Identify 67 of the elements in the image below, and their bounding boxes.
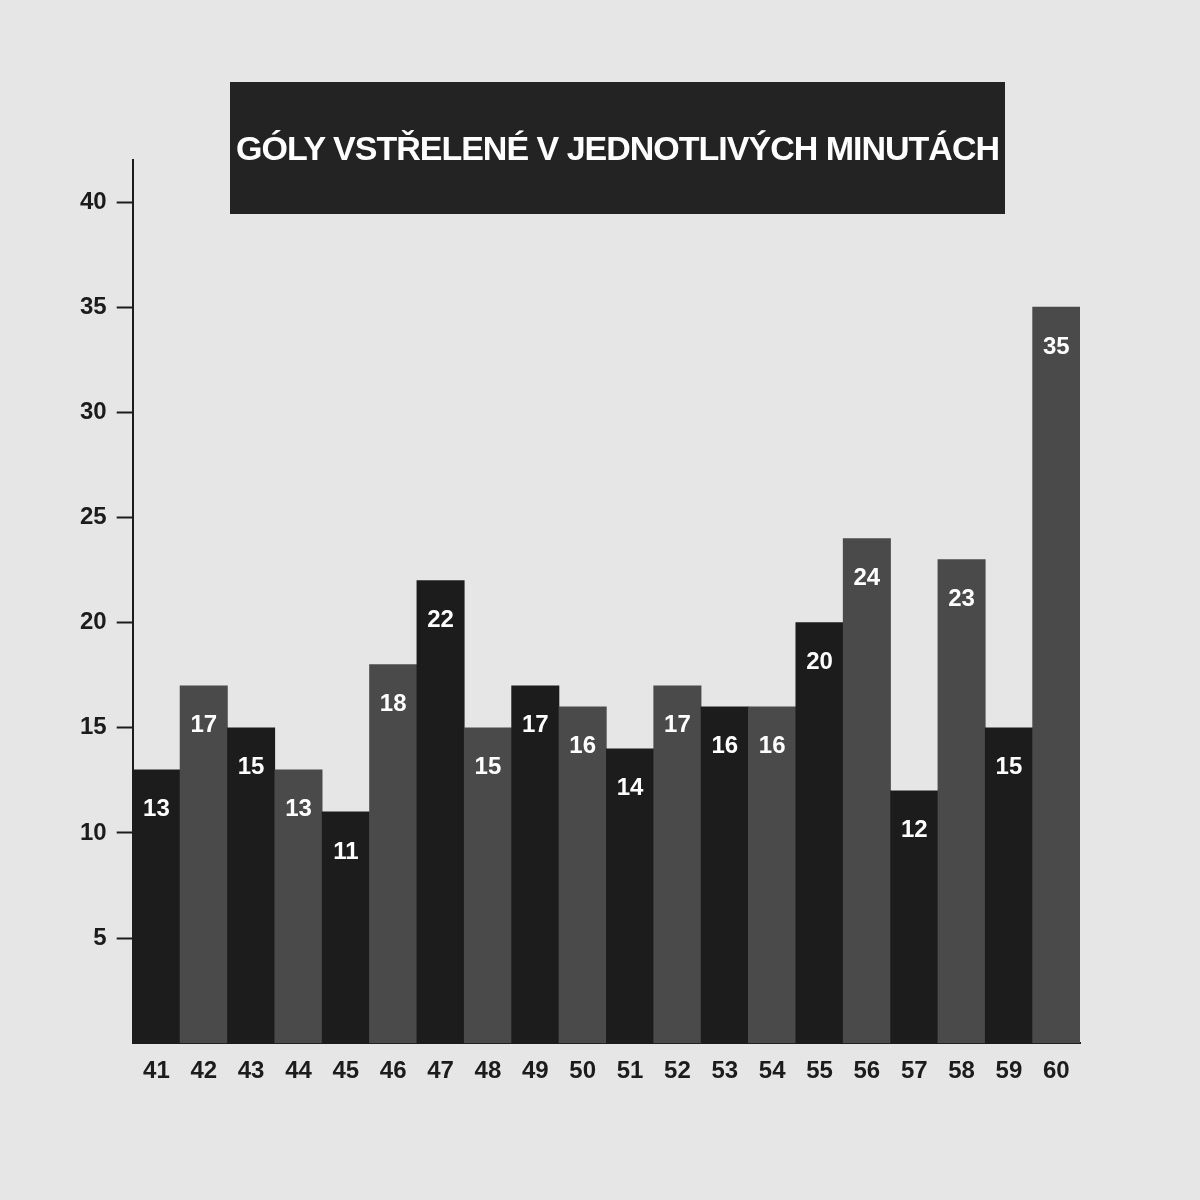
data-label: 16 — [569, 731, 597, 759]
bar — [369, 664, 418, 1044]
bar — [937, 559, 986, 1044]
data-label: 20 — [806, 647, 833, 675]
y-tick-label: 15 — [79, 712, 107, 740]
data-label: 17 — [664, 710, 691, 738]
x-tick-label: 45 — [332, 1056, 360, 1084]
x-tick-label: 56 — [853, 1056, 881, 1084]
bar — [558, 706, 607, 1044]
data-label: 15 — [237, 752, 265, 780]
x-tick-label: 54 — [758, 1056, 787, 1084]
x-tick-label: 46 — [379, 1056, 407, 1084]
data-label: 22 — [427, 605, 454, 633]
data-label: 16 — [758, 731, 786, 759]
data-label: 13 — [285, 794, 312, 822]
data-label: 17 — [521, 710, 549, 738]
bar — [511, 685, 560, 1044]
data-label: 15 — [474, 752, 502, 780]
x-tick-label: 52 — [664, 1056, 691, 1084]
y-tick-label: 25 — [79, 502, 107, 530]
data-label: 24 — [853, 563, 881, 591]
y-tick-label: 40 — [79, 186, 107, 214]
bar — [984, 727, 1033, 1044]
bar — [653, 685, 702, 1044]
data-label: 13 — [143, 794, 170, 822]
y-tick-label: 35 — [79, 291, 107, 319]
x-tick-label: 57 — [900, 1056, 928, 1084]
bar — [748, 706, 797, 1044]
x-tick-label: 47 — [427, 1056, 454, 1084]
bar — [274, 769, 323, 1044]
data-label: 11 — [333, 836, 359, 864]
x-tick-label: 41 — [143, 1056, 170, 1084]
bar — [606, 748, 655, 1044]
y-tick-label: 30 — [79, 396, 107, 424]
data-label: 17 — [190, 710, 218, 738]
x-tick-label: 49 — [521, 1056, 549, 1084]
x-tick-label: 48 — [474, 1056, 502, 1084]
bar — [700, 706, 749, 1044]
x-tick-label: 50 — [569, 1056, 597, 1084]
y-tick-label: 10 — [79, 817, 107, 845]
bar — [321, 811, 370, 1044]
y-tick-label: 5 — [93, 922, 107, 950]
x-tick-label: 42 — [190, 1056, 218, 1084]
bar — [842, 538, 891, 1044]
bar — [227, 727, 276, 1044]
data-label: 15 — [995, 752, 1023, 780]
bar — [1032, 306, 1080, 1044]
y-tick-label: 20 — [79, 607, 107, 635]
x-tick-label: 55 — [806, 1056, 833, 1084]
bar — [890, 790, 939, 1044]
bar — [795, 622, 844, 1044]
x-tick-label: 44 — [285, 1056, 313, 1084]
x-tick-label: 59 — [995, 1056, 1023, 1084]
x-tick-label: 58 — [948, 1056, 975, 1084]
bar — [179, 685, 228, 1044]
data-label: 18 — [379, 689, 407, 717]
x-tick-label: 51 — [616, 1056, 644, 1084]
data-label: 12 — [900, 815, 928, 843]
data-label: 16 — [711, 731, 739, 759]
data-label: 14 — [616, 773, 645, 801]
x-tick-label: 43 — [237, 1056, 265, 1084]
data-label: 35 — [1042, 331, 1070, 359]
bar — [463, 727, 512, 1044]
bar — [416, 580, 465, 1044]
x-tick-label: 60 — [1042, 1056, 1070, 1084]
data-label: 23 — [948, 584, 975, 612]
x-tick-label: 53 — [711, 1056, 739, 1084]
